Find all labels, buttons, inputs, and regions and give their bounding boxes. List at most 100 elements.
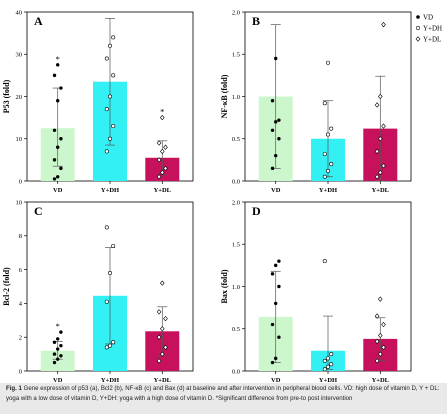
- panel-label: B: [252, 14, 260, 28]
- data-point: [156, 358, 162, 364]
- y-axis-title: Bax (fold): [220, 269, 229, 303]
- data-point: [159, 326, 165, 332]
- significance-marker: *: [160, 107, 164, 117]
- data-point: [277, 118, 281, 122]
- data-point: [374, 358, 380, 364]
- data-point: [374, 102, 380, 108]
- data-point: [277, 259, 281, 263]
- data-point: [374, 313, 380, 319]
- data-point: [56, 357, 60, 361]
- data-point: [381, 344, 386, 350]
- y-tick-label: 4: [19, 301, 23, 308]
- data-point: [377, 169, 383, 176]
- data-point: [274, 301, 278, 306]
- data-point: [52, 128, 57, 132]
- y-tick-label: 0.0: [232, 368, 240, 375]
- y-tick-label: 1.0: [232, 284, 240, 291]
- data-point: [104, 107, 109, 112]
- data-point: [156, 334, 162, 340]
- data-point: [156, 309, 162, 315]
- data-point: [325, 60, 330, 65]
- legend-label: VD: [423, 13, 433, 21]
- data-point: [52, 352, 57, 356]
- data-point: [381, 123, 386, 129]
- data-point: [59, 86, 63, 90]
- data-point: [111, 243, 116, 248]
- data-point: [56, 63, 60, 67]
- data-point: [156, 140, 162, 146]
- data-point: [322, 367, 327, 372]
- significance-marker: *: [56, 321, 60, 331]
- y-tick-label: 30: [16, 52, 23, 59]
- legend: VD Y+DH Y+DL: [415, 13, 442, 43]
- y-tick-label: 0: [19, 368, 22, 375]
- y-tick-label: 2.0: [232, 199, 240, 206]
- data-point: [159, 169, 165, 176]
- data-point: [377, 351, 383, 357]
- x-tick-label: Y+DH: [101, 377, 119, 383]
- data-point: [270, 128, 275, 132]
- data-point: [104, 225, 109, 230]
- x-tick-label: Y+DL: [372, 377, 390, 383]
- data-point: [329, 352, 334, 357]
- panel-b: B 0.0 0.5 1.0 1.5 2.0 NF-κB (fold) VD Y+DH Y+DL: [220, 9, 412, 194]
- data-point: [59, 343, 63, 348]
- significance-marker: *: [56, 54, 60, 64]
- y-tick-label: 0.5: [232, 136, 240, 143]
- y-tick-label: 10: [16, 136, 23, 143]
- x-tick-label: Y+DH: [319, 187, 337, 194]
- data-point: [325, 132, 330, 137]
- x-tick-label: VD: [53, 187, 63, 194]
- y-tick-label: 8: [19, 233, 22, 240]
- data-point: [163, 165, 168, 171]
- data-point: [274, 263, 278, 268]
- legend-label: Y+DH: [423, 24, 442, 32]
- data-point: [52, 177, 57, 181]
- data-point: [156, 157, 162, 163]
- data-point: [159, 114, 165, 121]
- data-point: [322, 151, 327, 156]
- caption-text: Gene expression of p53 (a), Bcl2 (b), NF…: [6, 385, 440, 402]
- data-point: [156, 174, 162, 180]
- data-point: [108, 94, 113, 99]
- data-point: [108, 43, 113, 48]
- x-tick-label: Y+DH: [319, 377, 337, 383]
- data-point: [377, 136, 383, 142]
- y-tick-label: 6: [19, 267, 23, 274]
- x-tick-label: Y+DL: [154, 187, 172, 194]
- data-point: [329, 162, 334, 167]
- data-point: [163, 344, 168, 350]
- data-point: [329, 126, 334, 131]
- data-point: [111, 124, 116, 129]
- data-point: [270, 166, 275, 171]
- data-point: [59, 330, 63, 334]
- y-tick-label: 1.5: [232, 52, 240, 59]
- data-point: [374, 174, 380, 180]
- x-tick-label: VD: [53, 377, 63, 383]
- x-tick-label: Y+DL: [372, 187, 390, 194]
- data-point: [325, 168, 330, 173]
- x-tick-label: Y+DL: [154, 377, 172, 383]
- y-axis-title: NF-κB (fold): [220, 74, 229, 118]
- data-point: [322, 174, 327, 179]
- data-point: [104, 299, 109, 304]
- data-point: [270, 99, 275, 103]
- panel-label: C: [34, 204, 43, 218]
- data-point: [381, 22, 386, 28]
- data-point: [274, 56, 278, 61]
- data-point: [377, 296, 383, 302]
- x-tick-label: VD: [271, 187, 281, 194]
- data-point: [277, 137, 281, 141]
- figure-label: Fig. 1: [6, 385, 22, 392]
- y-tick-label: 0.0: [232, 178, 240, 185]
- data-point: [322, 101, 327, 106]
- y-tick-label: 0.5: [232, 326, 240, 333]
- data-point: [374, 148, 380, 155]
- data-point: [104, 56, 109, 61]
- data-point: [277, 335, 281, 339]
- data-point: [111, 35, 116, 40]
- panel-label: A: [34, 14, 43, 28]
- x-tick-label: VD: [271, 377, 281, 383]
